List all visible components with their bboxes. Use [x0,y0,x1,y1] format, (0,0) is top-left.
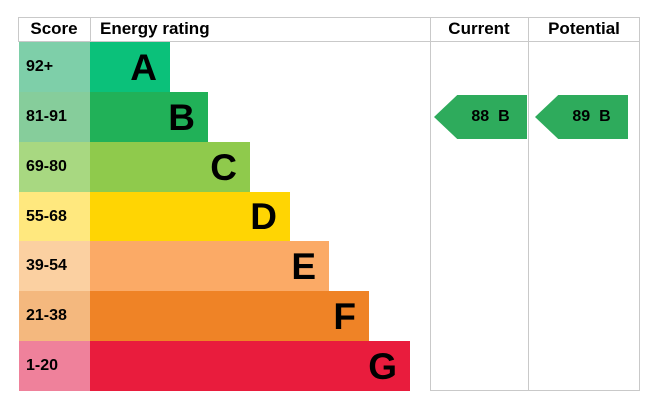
table-left-border [18,17,19,42]
band-score-label: 39-54 [26,257,67,274]
potential-rating-band: B [599,108,611,125]
energy-rating-column-header: Energy rating [100,19,210,38]
band-bar: A [90,42,170,92]
band-bar: C [90,142,250,192]
band-row-c: 69-80 C [19,142,640,192]
current-column-divider [430,17,431,391]
band-score-cell: 39-54 [19,241,90,291]
band-bar: B [90,92,208,142]
band-score-label: 92+ [26,58,54,75]
band-row-a: 92+ A [19,42,640,92]
band-row-g: 1-20 G [19,341,640,391]
potential-column-divider [528,17,529,391]
band-letter: D [250,196,277,237]
score-column-divider [90,17,91,42]
band-row-e: 39-54 E [19,241,640,291]
header-bottom-border [18,41,640,42]
band-bar: G [90,341,410,391]
current-rating-value: 88 [471,108,490,125]
current-column-header: Current [448,19,510,38]
band-bar: E [90,241,329,291]
band-letter: F [333,295,356,337]
potential-column-header: Potential [548,19,620,38]
band-score-label: 55-68 [26,207,67,225]
current-rating-band: B [498,108,510,125]
table-top-border [18,17,640,18]
band-letter: G [368,345,397,387]
band-row-b: 81-91 B [19,92,640,142]
band-letter: B [168,96,195,138]
band-score-cell: 55-68 [19,192,90,241]
band-score-cell: 1-20 [19,341,90,391]
table-right-border [639,17,640,391]
band-score-label: 1-20 [26,357,59,374]
band-row-f: 21-38 F [19,291,640,341]
score-column-header: Score [30,19,78,38]
band-letter: A [130,46,157,88]
band-score-cell: 21-38 [19,291,90,341]
band-score-label: 81-91 [26,108,67,125]
band-letter: E [291,245,316,287]
band-score-label: 21-38 [26,307,67,324]
band-row-d: 55-68 D [19,192,640,241]
band-bar: F [90,291,369,341]
band-score-cell: 69-80 [19,142,90,192]
band-bar: D [90,192,290,241]
band-score-cell: 92+ [19,42,90,92]
table-bottom-border [430,390,640,391]
band-score-cell: 81-91 [19,92,90,142]
band-letter: C [210,146,237,188]
band-score-label: 69-80 [26,158,67,175]
potential-rating-value: 89 [572,108,591,125]
